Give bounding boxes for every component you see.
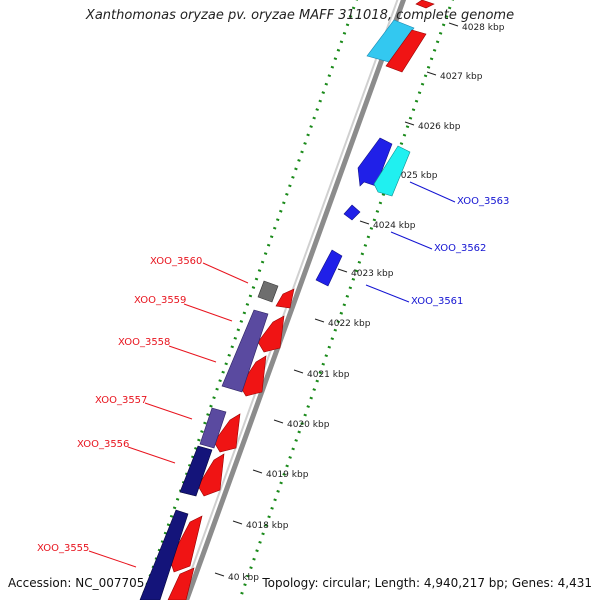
gene-arrow-purple[interactable] bbox=[199, 407, 227, 449]
tick-mark bbox=[273, 419, 284, 424]
gene-label-leader bbox=[202, 262, 249, 284]
gene-arrow-blue[interactable] bbox=[315, 249, 343, 287]
tick-mark bbox=[359, 220, 370, 225]
topology-info-text: Topology: circular; Length: 4,940,217 bp… bbox=[262, 576, 592, 590]
gene-arrow-red[interactable] bbox=[415, 0, 435, 9]
tick-label: 4019 kbp bbox=[266, 470, 309, 480]
accession-text: Accession: NC_007705 bbox=[8, 576, 145, 590]
tick-label: 40 kbp bbox=[228, 573, 259, 583]
genome-title: Xanthomonas oryzae pv. oryzae MAFF 31101… bbox=[85, 8, 515, 23]
gene-arrow-grey[interactable] bbox=[257, 280, 279, 303]
tick-label: 4026 kbp bbox=[418, 122, 461, 132]
gene-label-leader bbox=[88, 550, 137, 568]
gene-arrow-red[interactable] bbox=[385, 29, 427, 73]
gene-label[interactable]: XOO_3557 bbox=[95, 395, 147, 406]
gc-skew-dots-right bbox=[237, 0, 455, 600]
tick-label: 4018 kbp bbox=[246, 521, 289, 531]
gene-label[interactable]: XOO_3563 bbox=[457, 196, 509, 207]
genome-backbone bbox=[183, 0, 407, 600]
tick-mark bbox=[426, 71, 437, 76]
label-layer: XOO_3560 XOO_3559 XOO_3558 XOO_3557 XOO_3556… bbox=[37, 181, 509, 568]
gene-arrow-navy[interactable] bbox=[139, 509, 189, 600]
gene-label[interactable]: XOO_3558 bbox=[118, 337, 170, 348]
tick-label: 4024 kbp bbox=[373, 221, 416, 231]
tick-label: 4025 kbp bbox=[395, 171, 438, 181]
gene-arrow-red[interactable] bbox=[275, 288, 295, 309]
gene-label-leader bbox=[144, 402, 193, 420]
gene-arrow-red[interactable] bbox=[257, 315, 285, 353]
tick-label: 4028 kbp bbox=[462, 23, 505, 33]
gene-label-leader bbox=[390, 231, 433, 250]
tick-mark bbox=[232, 520, 243, 525]
tick-layer: 4028 kbp 4027 kbp 4026 kbp 4025 kbp 4024 kbp… bbox=[214, 22, 505, 583]
gc-skew-dots-left bbox=[139, 0, 359, 600]
tick-label: 4021 kbp bbox=[307, 370, 350, 380]
gene-layer bbox=[139, 0, 435, 600]
tick-mark bbox=[448, 22, 459, 27]
tick-mark bbox=[314, 318, 325, 323]
tick-mark bbox=[337, 268, 348, 273]
gene-arrow-red[interactable] bbox=[167, 567, 195, 600]
tick-mark bbox=[404, 121, 415, 126]
gene-label[interactable]: XOO_3559 bbox=[134, 295, 186, 306]
tick-mark bbox=[252, 469, 263, 474]
gene-label[interactable]: XOO_3556 bbox=[77, 439, 129, 450]
tick-label: 4023 kbp bbox=[351, 269, 394, 279]
gene-label-leader bbox=[409, 181, 456, 203]
gene-arrow-blue[interactable] bbox=[343, 204, 361, 221]
gene-arrow-cyan[interactable] bbox=[373, 145, 411, 197]
gene-label-leader bbox=[365, 284, 410, 303]
gene-arrow-navy[interactable] bbox=[179, 445, 213, 497]
gene-label[interactable]: XOO_3562 bbox=[434, 243, 486, 254]
gene-arrow-blue[interactable] bbox=[357, 137, 393, 187]
gene-arrow-purple[interactable] bbox=[221, 309, 269, 393]
tick-label: 4022 kbp bbox=[328, 319, 371, 329]
tick-mark bbox=[293, 369, 304, 374]
tick-label: 4020 kbp bbox=[287, 420, 330, 430]
gene-label-leader bbox=[183, 303, 233, 322]
tick-label: 4027 kbp bbox=[440, 72, 483, 82]
tick-mark bbox=[214, 572, 225, 577]
gene-label-leader bbox=[127, 446, 176, 464]
gene-label[interactable]: XOO_3561 bbox=[411, 296, 463, 307]
gene-label[interactable]: XOO_3560 bbox=[150, 256, 202, 267]
gene-label[interactable]: XOO_3555 bbox=[37, 543, 89, 554]
gene-label-leader bbox=[168, 345, 217, 363]
